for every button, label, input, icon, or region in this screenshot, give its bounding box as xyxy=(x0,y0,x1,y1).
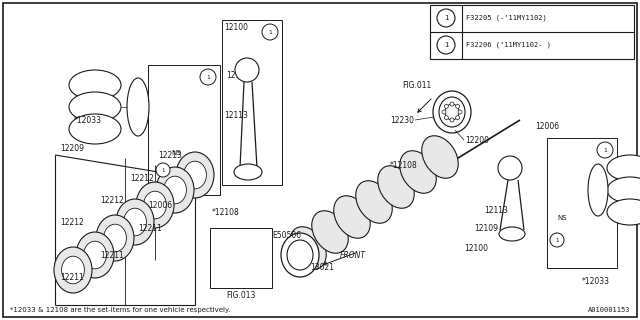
Ellipse shape xyxy=(69,92,121,122)
Bar xyxy=(222,20,282,185)
Ellipse shape xyxy=(287,240,313,270)
Ellipse shape xyxy=(607,155,640,181)
Ellipse shape xyxy=(76,232,114,278)
Circle shape xyxy=(442,110,446,114)
Ellipse shape xyxy=(96,215,134,261)
Text: 12113: 12113 xyxy=(484,205,508,214)
Text: 12211: 12211 xyxy=(60,274,84,283)
Ellipse shape xyxy=(290,227,326,269)
Ellipse shape xyxy=(378,166,414,208)
Text: FIG.013: FIG.013 xyxy=(227,291,256,300)
Ellipse shape xyxy=(54,247,92,293)
Ellipse shape xyxy=(184,161,206,189)
Ellipse shape xyxy=(422,136,458,178)
Text: 12211: 12211 xyxy=(138,223,162,233)
Ellipse shape xyxy=(334,196,370,238)
Circle shape xyxy=(200,69,216,85)
Text: F32206 (’11MY1102- ): F32206 (’11MY1102- ) xyxy=(466,42,551,48)
Text: 1: 1 xyxy=(161,167,164,172)
Ellipse shape xyxy=(116,199,154,245)
Text: 1: 1 xyxy=(603,148,607,153)
Text: 12211: 12211 xyxy=(100,251,124,260)
Bar xyxy=(547,138,617,268)
Circle shape xyxy=(456,104,460,108)
Text: 1: 1 xyxy=(444,42,448,48)
Text: 12212: 12212 xyxy=(100,196,124,204)
Circle shape xyxy=(235,58,259,82)
Text: NS: NS xyxy=(557,215,567,221)
Text: *12033: *12033 xyxy=(74,116,102,124)
Text: 1: 1 xyxy=(206,75,210,79)
Text: A010001153: A010001153 xyxy=(588,307,630,313)
Circle shape xyxy=(444,116,449,120)
Ellipse shape xyxy=(124,208,147,236)
Circle shape xyxy=(437,9,455,27)
Bar xyxy=(430,5,634,59)
Circle shape xyxy=(262,24,278,40)
Text: *12108: *12108 xyxy=(212,207,240,217)
Circle shape xyxy=(450,102,454,106)
Ellipse shape xyxy=(439,97,465,127)
Ellipse shape xyxy=(356,181,392,223)
Ellipse shape xyxy=(143,191,166,219)
Circle shape xyxy=(550,233,564,247)
Ellipse shape xyxy=(104,224,127,252)
Ellipse shape xyxy=(84,241,106,269)
Ellipse shape xyxy=(61,256,84,284)
Ellipse shape xyxy=(176,152,214,198)
Ellipse shape xyxy=(607,199,640,225)
Ellipse shape xyxy=(136,182,174,228)
Ellipse shape xyxy=(445,104,459,120)
Bar xyxy=(210,228,272,288)
Ellipse shape xyxy=(127,78,149,136)
Text: *12033 & 12108 are the set-items for one vehicle respectively.: *12033 & 12108 are the set-items for one… xyxy=(10,307,230,313)
Text: 12006: 12006 xyxy=(535,122,559,131)
Text: *12108: *12108 xyxy=(390,161,418,170)
Circle shape xyxy=(450,118,454,122)
Text: F32205 (-’11MY1102): F32205 (-’11MY1102) xyxy=(466,15,547,21)
Text: 1: 1 xyxy=(556,237,559,243)
Circle shape xyxy=(156,163,170,177)
Ellipse shape xyxy=(281,233,319,277)
Ellipse shape xyxy=(400,151,436,193)
Text: *12033: *12033 xyxy=(582,277,610,286)
Ellipse shape xyxy=(156,167,194,213)
Text: 1: 1 xyxy=(444,15,448,21)
Bar xyxy=(148,65,220,195)
Text: 12109: 12109 xyxy=(226,70,250,79)
Text: NS: NS xyxy=(171,150,181,156)
Circle shape xyxy=(458,110,462,114)
Ellipse shape xyxy=(234,164,262,180)
Text: FRONT: FRONT xyxy=(340,252,366,260)
Text: 12200: 12200 xyxy=(465,135,489,145)
Ellipse shape xyxy=(607,177,640,203)
Text: 12006: 12006 xyxy=(148,201,172,210)
Ellipse shape xyxy=(312,211,348,253)
Circle shape xyxy=(597,142,613,158)
Text: 12213: 12213 xyxy=(158,150,182,159)
Ellipse shape xyxy=(499,227,525,241)
Ellipse shape xyxy=(69,114,121,144)
Text: 12212: 12212 xyxy=(130,173,154,182)
Text: 12230: 12230 xyxy=(390,116,414,124)
Text: 12109: 12109 xyxy=(474,223,498,233)
Text: 12212: 12212 xyxy=(60,218,84,227)
Circle shape xyxy=(498,156,522,180)
Text: 12100: 12100 xyxy=(224,22,248,31)
Text: 12209: 12209 xyxy=(60,143,84,153)
Text: 1: 1 xyxy=(268,29,272,35)
Text: 12113: 12113 xyxy=(224,110,248,119)
Text: 13021: 13021 xyxy=(310,263,334,273)
Ellipse shape xyxy=(433,91,471,133)
Ellipse shape xyxy=(588,164,608,216)
Ellipse shape xyxy=(69,70,121,100)
Ellipse shape xyxy=(164,176,186,204)
Text: E50506: E50506 xyxy=(272,230,301,239)
Text: 12100: 12100 xyxy=(464,244,488,252)
Circle shape xyxy=(456,116,460,120)
Circle shape xyxy=(437,36,455,54)
Circle shape xyxy=(444,104,449,108)
Text: FIG.011: FIG.011 xyxy=(402,81,431,90)
